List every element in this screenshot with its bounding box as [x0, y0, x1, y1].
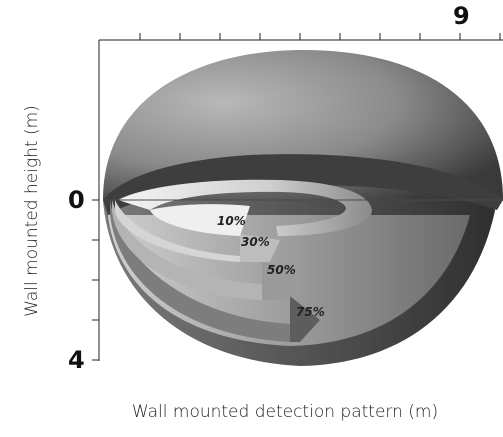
y-zero-tick: 0	[68, 186, 85, 214]
zone-label-75: 75%	[296, 305, 325, 319]
zone-30-face	[240, 234, 280, 262]
zone-50-shape	[112, 200, 262, 300]
y-axis-label: Wall mounted height (m)	[22, 105, 42, 317]
x-max-tick: 9	[453, 2, 470, 30]
zone-75-face	[290, 296, 320, 342]
y-max-tick: 4	[68, 346, 85, 374]
zone-label-10: 10%	[217, 214, 246, 228]
zone-30-shape	[115, 200, 240, 262]
zone-10-ring	[118, 179, 372, 236]
zone-10-inner	[150, 204, 250, 236]
zone-50-face	[262, 262, 295, 300]
y-axis-ticks	[92, 199, 99, 361]
axes	[92, 33, 503, 361]
x-axis-ticks	[139, 33, 501, 40]
zone-label-50: 50%	[267, 263, 296, 277]
zone-label-30: 30%	[241, 235, 270, 249]
zone-75-shape	[110, 200, 290, 342]
x-axis-label: Wall mounted detection pattern (m)	[131, 402, 439, 422]
